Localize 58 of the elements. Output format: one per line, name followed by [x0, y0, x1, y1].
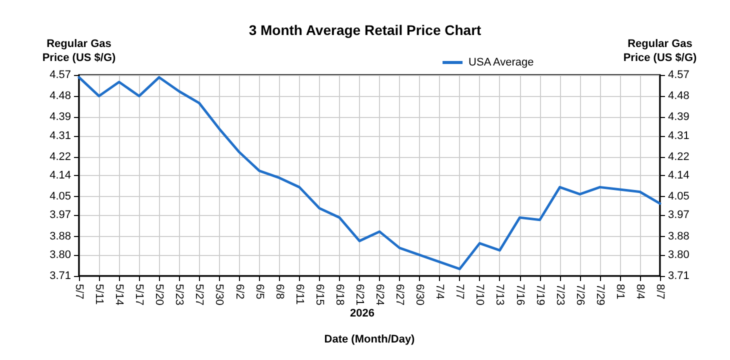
y2-tick-label: 4.31: [668, 130, 690, 142]
x-tick-label: 5/11: [93, 284, 106, 305]
x-tick-label: 7/4: [434, 284, 446, 300]
x-tick-label: 5/27: [193, 284, 206, 306]
y2-tick-label: 4.22: [668, 150, 690, 163]
x-tick-label: 7/16: [514, 284, 526, 306]
chart-title: 3 Month Average Retail Price Chart: [248, 22, 482, 38]
y-tick-label: 3.97: [50, 209, 71, 222]
x-tick-label: 6/30: [414, 284, 426, 306]
x-tick-label: 6/5: [253, 284, 266, 300]
x-tick-label: 5/30: [213, 284, 226, 306]
x-tick-label: 7/26: [574, 284, 586, 306]
y-tick-label: 4.57: [50, 69, 71, 81]
x-tick-label: 8/4: [634, 284, 646, 300]
x-tick-label: 6/8: [273, 284, 286, 300]
x-tick-label: 7/10: [474, 284, 486, 306]
x-tick-label: 6/27: [394, 284, 406, 306]
x-axis-title: Date (Month/Day): [324, 334, 416, 346]
x-tick-label: 5/20: [153, 284, 166, 306]
y2-tick-label: 3.71: [668, 270, 690, 282]
y-tick-label: 4.14: [50, 170, 71, 182]
x-tick-label: 6/18: [333, 284, 346, 306]
y-tick-label: 4.48: [50, 90, 71, 102]
x-tick-label: 5/14: [113, 284, 126, 306]
x-tick-label: 7/29: [594, 284, 606, 306]
y-tick-label: 3.71: [50, 270, 71, 282]
y2-tick-label: 3.88: [668, 230, 690, 242]
text: 2026: [350, 308, 374, 320]
x-tick-label: 5/17: [133, 284, 146, 306]
y2-tick-label: 3.97: [668, 209, 690, 222]
y-tick-label: 4.05: [50, 190, 71, 203]
y2-tick-label: 4.57: [668, 69, 690, 81]
y-axis-title: Regular Gas Price (US $/G): [42, 38, 116, 64]
y2-tick-label: 4.48: [668, 90, 690, 102]
y2-tick-label: 4.14: [668, 170, 690, 182]
x-tick-label: 6/2: [233, 284, 246, 300]
y-tick-label: 3.88: [50, 230, 71, 242]
y-tick-label: 4.39: [50, 111, 71, 124]
x-tick-label: 6/11: [293, 284, 306, 305]
y-tick-label: 3.80: [50, 248, 71, 261]
x-tick-label: 5/7: [73, 284, 85, 300]
legend-label: USA Average: [468, 56, 534, 68]
x-tick-label: 6/15: [313, 284, 326, 306]
x-tick-label: 8/1: [614, 284, 626, 300]
y2-tick-label: 4.39: [668, 111, 690, 124]
y2-tick-label: 3.80: [668, 248, 690, 261]
x-tick-label: 7/23: [554, 284, 566, 306]
x-tick-label: 6/24: [374, 284, 386, 306]
x-tick-label: 7/7: [454, 284, 466, 300]
y2-axis-title: Regular Gas Price (US $/G): [623, 38, 698, 64]
y-tick-label: 4.22: [50, 150, 71, 163]
x-tick-label: 7/19: [534, 284, 546, 306]
x-tick-label: 7/13: [494, 284, 506, 306]
y-tick-label: 4.31: [50, 130, 71, 142]
x-tick-label: 8/7: [654, 284, 666, 300]
y2-tick-label: 4.05: [668, 190, 690, 203]
x-tick-label: 5/23: [173, 284, 186, 306]
x-tick-label: 6/21: [353, 284, 366, 306]
